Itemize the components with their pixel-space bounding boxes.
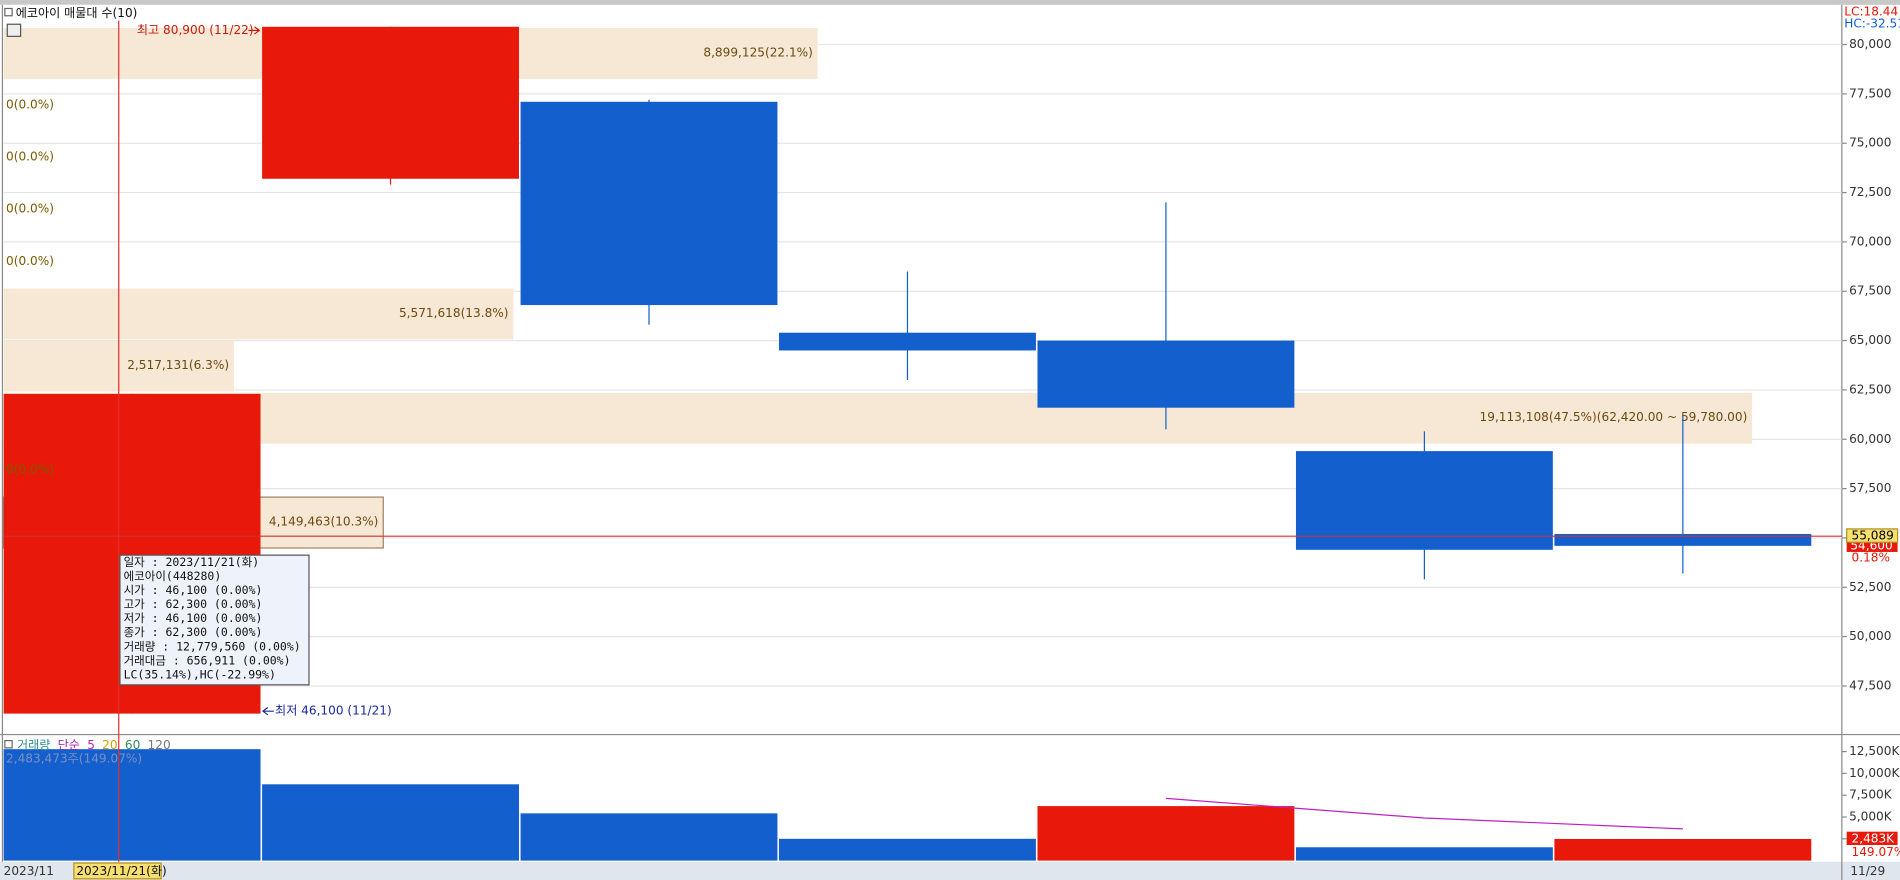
volume-bar [779, 838, 1036, 861]
tooltip-line: 일자 : 2023/11/21(화) [124, 555, 260, 569]
top-strip [0, 0, 1900, 5]
high-note: 최고 80,900 (11/22) [137, 23, 254, 37]
volume-bar [1295, 847, 1553, 861]
profile-label: 2,517,131(6.3%) [127, 358, 229, 372]
x-cursor-bg [73, 862, 162, 880]
profile-band [3, 392, 1753, 444]
y-tick-label: 72,500 [1849, 185, 1891, 199]
y-tick-label: 5,000K [1849, 810, 1893, 824]
volume-overlay: 2,483,473주(149.07%) [6, 751, 142, 765]
title-bg [3, 4, 145, 21]
y-tick-label: 52,500 [1849, 580, 1891, 594]
y-tick-label: 70,000 [1849, 234, 1891, 248]
plot: 47,50050,00052,50055,00057,50060,00062,5… [3, 4, 1900, 880]
y-tick-label: 67,500 [1849, 284, 1891, 298]
volume-bar [1037, 806, 1295, 861]
candle-body [779, 332, 1036, 351]
profile-label: 0(0.0%) [6, 202, 54, 216]
y-tick-label: 57,500 [1849, 481, 1891, 495]
chart-title: 에코아이 매물대 수(10) [16, 6, 138, 20]
grid-icon [6, 23, 22, 37]
volume-tag: 2,483K [1852, 831, 1896, 845]
profile-label: 0(0.0%) [6, 462, 54, 476]
candle-body [520, 101, 778, 306]
volume-tag-bg [1846, 831, 1898, 846]
y-tick-label: 62,500 [1849, 382, 1891, 396]
change-tag: 0.18% [1852, 551, 1890, 565]
candle-body [1037, 340, 1295, 408]
tooltip-line: 종가 : 62,300 (0.00%) [124, 625, 263, 639]
x-label: 2023/11/21(화) [76, 864, 166, 878]
tooltip-line: 에코아이(448280) [124, 569, 222, 583]
profile-label: 0(0.0%) [6, 97, 54, 111]
high-arrow [248, 26, 261, 35]
tooltip-line: LC(35.14%),HC(-22.99%) [124, 667, 276, 681]
legend-entry: 60 [125, 738, 140, 752]
profile-label: 5,571,618(13.8%) [399, 306, 509, 320]
low-note: 최저 46,100 (11/21) [275, 704, 392, 718]
x-label: 11/29 [1850, 864, 1885, 878]
x-axis-strip [0, 861, 1900, 880]
volume-bar [520, 813, 778, 861]
candle-body [1554, 533, 1812, 546]
profile-label: 0(0.0%) [6, 150, 54, 164]
y-tick-label: 77,500 [1849, 86, 1891, 100]
candle-body [262, 26, 519, 179]
y-tick-label: 50,000 [1849, 629, 1891, 643]
tooltip-line: 거래대금 : 656,911 (0.00%) [124, 653, 291, 667]
x-label: 2023/11 [4, 864, 54, 878]
volume-bar [262, 784, 519, 861]
volume-bar [1554, 838, 1812, 861]
y-tick-label: 7,500K [1849, 788, 1893, 802]
lc-label: LC:18.44 [1844, 5, 1898, 19]
profile-label: 4,149,463(10.3%) [269, 514, 379, 528]
low-arrow [261, 707, 274, 716]
tooltip-line: 시가 : 46,100 (0.00%) [124, 583, 263, 597]
legend-entry: 거래량 [17, 738, 50, 752]
y-tick-label: 65,000 [1849, 333, 1891, 347]
ma-line [1165, 797, 1683, 830]
tooltip-line: 저가 : 46,100 (0.00%) [124, 611, 263, 625]
volume-bar [3, 749, 261, 861]
legend-entry: 단순 [58, 738, 80, 752]
tooltip-box [119, 554, 310, 686]
volume-ratio: 149.07% [1852, 845, 1900, 859]
y-tick-label: 10,000K [1849, 766, 1900, 780]
legend-entry: 20 [102, 738, 117, 752]
y-tick-label: 80,000 [1849, 37, 1891, 51]
profile-label: 19,113,108(47.5%)(62,420.00 ~ 59,780.00) [1480, 410, 1748, 424]
profile-label: 8,899,125(22.1%) [703, 45, 813, 59]
tooltip-line: 고가 : 62,300 (0.00%) [124, 597, 263, 611]
title-icon [4, 7, 13, 17]
candle-body [1295, 451, 1553, 550]
price-tag: 55,089 [1852, 529, 1894, 543]
hc-label: HC:-32.51 [1844, 17, 1900, 31]
legend-icon [4, 740, 13, 749]
tooltip-line: 거래량 : 12,779,560 (0.00%) [124, 639, 301, 653]
y-tick-label: 12,500K [1849, 744, 1900, 758]
legend-entry: 5 [87, 738, 95, 752]
y-tick-label: 60,000 [1849, 432, 1891, 446]
y-tick-label: 47,500 [1849, 678, 1891, 692]
y-tick-label: 75,000 [1849, 136, 1891, 150]
profile-label: 0(0.0%) [6, 254, 54, 268]
price-tag-bg [1846, 528, 1899, 543]
profile-band [3, 288, 514, 340]
legend-entry: 120 [148, 738, 171, 752]
